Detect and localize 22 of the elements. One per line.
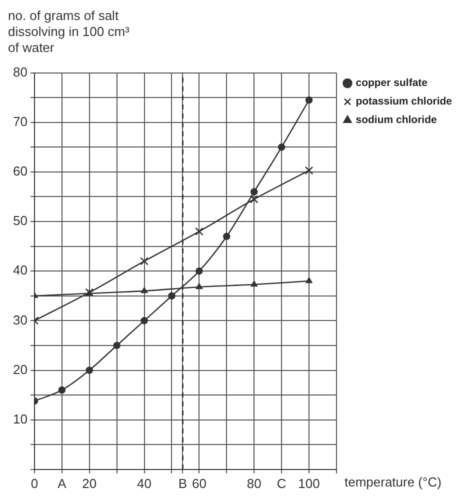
x-tick-label: 40 xyxy=(137,476,152,491)
x-tick-label: 80 xyxy=(246,476,262,491)
y-tick-label: 30 xyxy=(12,312,28,328)
x-tick-label: C xyxy=(276,476,286,491)
x-tick-label: 20 xyxy=(82,476,97,491)
x-axis-title: temperature (°C) xyxy=(344,474,442,490)
y-tick-label: 70 xyxy=(12,114,28,129)
y-axis-title: no. of grams of salt dissolving in 100 cm³ of water xyxy=(8,8,130,56)
x-tick-label: 60 xyxy=(192,476,206,491)
x-tick-label: 100 xyxy=(298,476,320,491)
x-tick-label: B xyxy=(178,476,188,491)
legend-label: sodium chloride xyxy=(356,114,437,126)
y-tick-label: 10 xyxy=(12,411,28,426)
y-tick-label: 60 xyxy=(12,164,28,179)
legend-label: copper sulfate xyxy=(356,77,428,90)
y-tick-label: 20 xyxy=(12,362,28,377)
x-tick-label: A xyxy=(58,476,67,491)
y-tick-label: 40 xyxy=(12,262,28,278)
x-tick-label: 0 xyxy=(30,476,38,491)
legend-label: potassium chloride xyxy=(356,96,452,108)
y-tick-label: 50 xyxy=(12,213,28,228)
y-tick-label: 80 xyxy=(12,64,28,80)
